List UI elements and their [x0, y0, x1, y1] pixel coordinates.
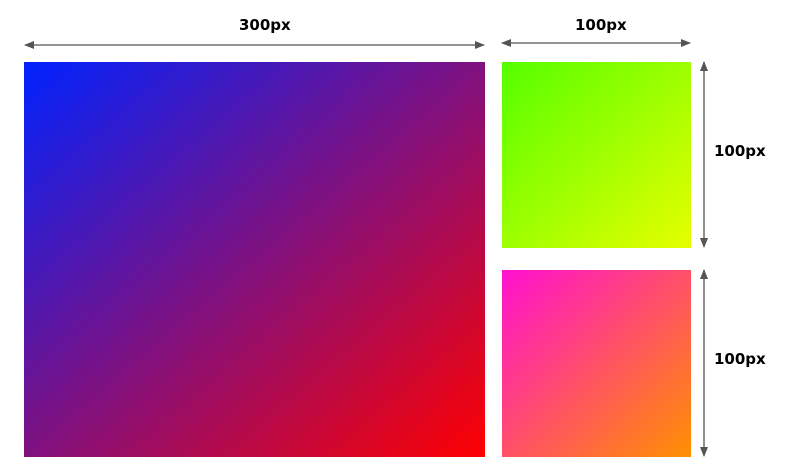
top-small-gradient-box	[502, 62, 691, 248]
bottom-height-label: 100px	[714, 350, 766, 368]
large-width-label: 300px	[239, 16, 291, 34]
large-gradient-box	[24, 62, 485, 457]
bottom-small-gradient-box	[502, 270, 691, 457]
top-height-label: 100px	[714, 142, 766, 160]
small-width-label: 100px	[575, 16, 627, 34]
